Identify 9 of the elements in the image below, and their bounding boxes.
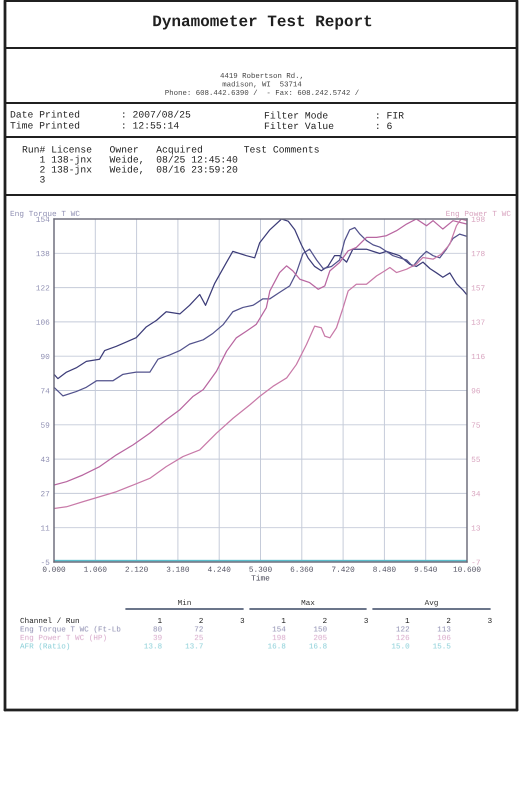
- text: Run# License Owner Acquired Test Comments: [22, 145, 319, 155]
- chart-title: Dynamometer Test Report: [153, 15, 372, 30]
- text: 1 138-jnx Weide, 08/25 12:45:40: [40, 155, 238, 165]
- text: Filter Value : 6: [264, 122, 392, 130]
- text: Filter Mode : FIR: [264, 111, 404, 119]
- text: Date Printed : 2007/08/25: [10, 110, 190, 118]
- text: Time Printed : 12:55:14: [10, 121, 179, 129]
- text: 2 138-jnx Weide, 08/16 23:59:20: [40, 165, 238, 175]
- text: 3: [40, 176, 45, 183]
